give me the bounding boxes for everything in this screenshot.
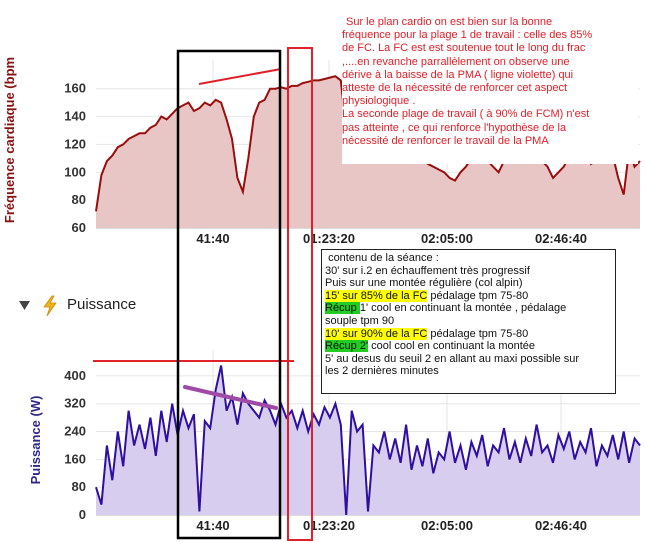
highlight-text: 15' sur 85% de la FC <box>325 289 428 302</box>
box-line: Récup 1' cool en continuant la montée , … <box>325 302 615 315</box>
box-text: contenu de la séance : <box>328 252 439 264</box>
x-tick-label: 02:05:00 <box>421 518 473 533</box>
note-line: physiologique . <box>342 95 416 108</box>
y-tick-label: 60 <box>72 220 86 235</box>
interval-1-box <box>176 49 282 540</box>
x-tick-label: 02:05:00 <box>421 231 473 246</box>
y-tick-label: 80 <box>72 192 86 207</box>
session-content-box: contenu de la séance : 30' sur i.2 en éc… <box>321 249 616 394</box>
x-tick-label: 41:40 <box>196 231 229 246</box>
y-tick-label: 160 <box>64 451 86 466</box>
power-y-axis-label: Puissance (W) <box>28 396 43 485</box>
box-text: pédalage tpm 75-80 <box>427 327 529 340</box>
box-text: cool cool en continuant la montée <box>368 340 536 353</box>
power-area-fill <box>96 365 640 515</box>
y-tick-label: 320 <box>64 396 86 411</box>
y-tick-label: 80 <box>72 479 86 494</box>
y-tick-label: 140 <box>64 109 86 124</box>
note-line: La seconde plage de travail ( à 90% de F… <box>342 108 590 121</box>
box-line: Puis sur une montée régulière (col alpin… <box>325 277 523 290</box>
y-tick-label: 400 <box>64 368 86 383</box>
x-tick-label: 02:46:40 <box>535 231 587 246</box>
power-trend-line <box>183 385 278 410</box>
box-text: pédalage tpm 75-80 <box>427 289 529 302</box>
lightning-icon <box>43 295 57 317</box>
hr-y-axis-label: Fréquence cardiaque (bpm <box>2 57 17 223</box>
note-line: pas atteinte , ce qui renforce l'hypothè… <box>342 121 567 134</box>
highlight-text: Récup 2' <box>325 340 369 353</box>
y-tick-label: 120 <box>64 136 86 151</box>
y-tick-label: 100 <box>64 164 86 179</box>
analysis-note: Sur le plan cardio on est bien sur la bo… <box>342 16 638 164</box>
y-tick-label: 160 <box>64 81 86 96</box>
box-line: Récup 2' cool cool en continuant la mont… <box>325 340 615 353</box>
box-line: contenu de la séance : <box>325 252 615 265</box>
x-tick-label: 02:46:40 <box>535 518 587 533</box>
y-tick-label: 240 <box>64 424 86 439</box>
hr-y-tick-labels: 60 80 100 120 140 160 <box>64 81 86 235</box>
box-line: 10' sur 90% de la FC pédalage tpm 75-80 <box>325 327 615 341</box>
note-line: Sur le plan cardio on est bien sur la bo… <box>346 16 553 28</box>
triangle-down-icon[interactable] <box>18 300 32 312</box>
hr-x-tick-labels: 41:40 01:23:20 02:05:00 02:46:40 <box>196 231 587 246</box>
highlight-text: 10' sur 90% de la FC <box>325 327 428 340</box>
power-section-header[interactable]: Puissance <box>0 290 300 322</box>
box-line: 30' sur i.2 en échauffement très progres… <box>325 264 530 277</box>
note-line: nécessité de renforcer le travail de la … <box>342 134 549 147</box>
box-line: 5' au desus du seuil 2 en allant au maxi… <box>325 352 580 365</box>
x-tick-label: 01:23:20 <box>303 231 355 246</box>
power-section-title: Puissance <box>67 296 137 313</box>
highlight-text: Récup <box>325 302 360 315</box>
y-tick-label: 0 <box>79 507 86 522</box>
note-line: ,....en revanche parrallèlement on obser… <box>342 55 570 68</box>
box-line: souple tpm 90 <box>325 314 395 327</box>
box-line: les 2 dernières minutes <box>325 365 439 378</box>
note-line: fréquence pour la plage 1 de travail : c… <box>342 29 593 42</box>
power-x-tick-labels: 41:40 01:23:20 02:05:00 02:46:40 <box>196 518 587 533</box>
interval-2-box <box>287 47 313 541</box>
power-y-tick-labels: 0 80 160 240 320 400 <box>64 368 86 522</box>
note-line: de FC. La FC est est soutenue tout le lo… <box>342 42 586 55</box>
hr-trend-line <box>198 68 282 85</box>
x-tick-label: 41:40 <box>196 518 229 533</box>
note-line: dérive à la baisse de la PMA ( ligne vio… <box>342 68 574 81</box>
box-text: 1' cool en continuant la montée , pédala… <box>359 302 567 315</box>
note-line: atteste de la nécessité de renforcer cet… <box>342 82 568 95</box>
power-series-line <box>95 365 641 516</box>
box-line: 15' sur 85% de la FC pédalage tpm 75-80 <box>325 289 615 303</box>
x-tick-label: 01:23:20 <box>303 518 355 533</box>
